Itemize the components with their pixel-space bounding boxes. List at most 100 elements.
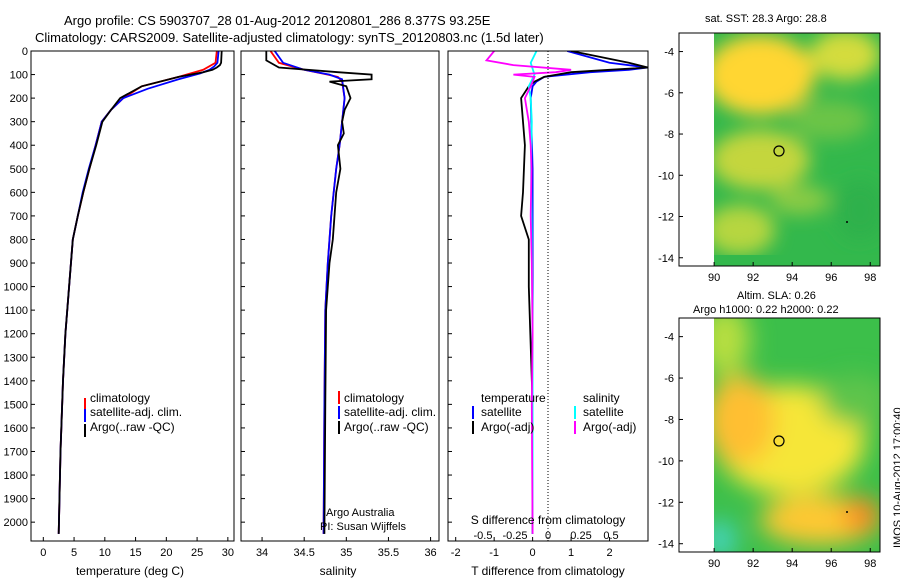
ytick-label-9: 900 [10, 258, 28, 270]
map-ytick-label-3-0: -4 [664, 47, 674, 59]
map-ytick-label-4-0: -4 [664, 332, 674, 344]
sst-map-frame [678, 32, 881, 267]
map-xtick-label-3-3: 96 [825, 272, 837, 284]
map-ytick-label-3-5: -14 [658, 253, 674, 265]
sla-panel-title-1: Altim. SLA: 0.26 [737, 290, 816, 302]
s-diff-label: S difference from climatology [471, 513, 626, 527]
series-line-0-2 [57, 51, 223, 534]
xtick-label-1-4: 36 [424, 547, 436, 559]
temperature-axes [30, 50, 235, 542]
map-ytick-label-3-3: -10 [658, 170, 674, 182]
sla-panel-title-2: Argo h1000: 0.22 h2000: 0.22 [693, 304, 839, 316]
temperature-xticks: 0 5 10 15 20 25 30 [40, 537, 234, 559]
xtick-label-0-2: 10 [99, 547, 111, 559]
sst-map-yticks: -4 -6 -8 -10 -12 -14 [658, 47, 683, 265]
credit-line2: PI: Susan Wijffels [320, 521, 406, 533]
xtick-label-2-3: 1 [568, 547, 574, 559]
temperature-yticks: 0 100 200 300 400 500 600 700 800 900 1000 1100 1200… [4, 46, 452, 529]
xtick-label-1-2: 35 [340, 547, 352, 559]
s-tick-label-3: 0.25 [570, 530, 591, 542]
t-diff-label: T difference from climatology [471, 564, 625, 578]
series-line-2-1 [520, 51, 648, 534]
ytick-label-10: 1000 [4, 282, 28, 294]
ytick-label-8: 800 [10, 234, 28, 246]
map-ytick-label-3-4: -12 [658, 212, 674, 224]
xtick-label-1-3: 35.5 [378, 547, 399, 559]
series-line-2-3 [484, 51, 572, 534]
legend-temperature-heading: temperature [481, 391, 546, 405]
map-ytick-label-4-2: -8 [664, 414, 674, 426]
sal-legend-argo-raw: Argo(..raw -QC) [344, 420, 429, 434]
map-xtick-label-3-4: 98 [864, 272, 876, 284]
ytick-label-15: 1500 [4, 399, 28, 411]
ytick-label-11: 1100 [4, 305, 28, 317]
salinity-panel: 34 34.5 35 35.5 36 salinity climatology sate… [240, 50, 440, 578]
map-ytick-label-4-4: -12 [658, 497, 674, 509]
difference-xticks: -2 -1 0 1 2 [451, 537, 613, 559]
sla-map-yticks: -4 -6 -8 -10 -12 -14 [658, 332, 683, 551]
temperature-xlabel: temperature (deg C) [76, 564, 184, 578]
sla-argo-marker [773, 435, 785, 447]
map-ytick-label-3-2: -8 [664, 129, 674, 141]
legend-climatology: climatology [90, 391, 150, 405]
figure-title-line2: Climatology: CARS2009. Satellite-adjuste… [35, 30, 544, 45]
s-diff-ticklabels: -0.5 -0.25 0 0.25 0.5 [474, 530, 619, 542]
xtick-label-2-1: -1 [489, 547, 499, 559]
xtick-label-0-3: 15 [129, 547, 141, 559]
ytick-label-5: 500 [10, 164, 28, 176]
map-xtick-label-4-2: 94 [786, 558, 798, 570]
map-xtick-label-4-4: 98 [864, 558, 876, 570]
xtick-label-1-1: 34.5 [293, 547, 314, 559]
map-ytick-label-4-1: -6 [664, 373, 674, 385]
xtick-label-2-2: 0 [530, 547, 536, 559]
salinity-xticks: 34 34.5 35 35.5 36 [256, 537, 437, 559]
difference-lines [484, 51, 648, 534]
series-line-0-0 [57, 51, 218, 534]
map-ytick-label-4-3: -10 [658, 456, 674, 468]
sla-map-frame [678, 317, 881, 553]
temperature-legend: climatology satellite-adj. clim. Argo(..… [84, 391, 182, 437]
xtick-label-0-5: 25 [191, 547, 203, 559]
ytick-label-18: 1800 [4, 470, 28, 482]
xtick-label-0-0: 0 [40, 547, 46, 559]
difference-legend: temperature satellite Argo(-adj) salinit… [472, 391, 636, 434]
legend-s-argo: Argo(-adj) [583, 420, 636, 434]
salinity-lines [265, 51, 373, 534]
series-line-1-1 [273, 51, 346, 534]
legend-t-satellite: satellite [481, 405, 522, 419]
ytick-label-3: 300 [10, 117, 28, 129]
legend-t-argo: Argo(-adj) [481, 420, 534, 434]
map-xtick-label-3-2: 94 [786, 272, 798, 284]
ytick-label-16: 1600 [4, 423, 28, 435]
ytick-label-14: 1400 [4, 376, 28, 388]
map-xtick-label-3-1: 92 [747, 272, 759, 284]
ytick-label-6: 600 [10, 187, 28, 199]
xtick-label-0-1: 5 [71, 547, 77, 559]
legend-salinity-heading: salinity [583, 391, 620, 405]
s-tick-label-4: 0.5 [603, 530, 618, 542]
sst-argo-marker [773, 145, 785, 157]
figure-title-line1: Argo profile: CS 5903707_28 01-Aug-2012 … [64, 13, 491, 28]
ytick-label-1: 100 [10, 70, 28, 82]
xtick-label-0-6: 30 [222, 547, 234, 559]
ytick-label-0: 0 [22, 46, 28, 58]
sal-legend-satellite-adj: satellite-adj. clim. [344, 405, 436, 419]
series-line-0-1 [57, 51, 220, 534]
map-xtick-label-4-0: 90 [708, 558, 720, 570]
legend-argo-raw: Argo(..raw -QC) [90, 420, 175, 434]
sst-map-xticks: 90 92 94 96 98 [708, 262, 876, 284]
ytick-label-7: 700 [10, 211, 28, 223]
xtick-label-1-0: 34 [256, 547, 268, 559]
s-tick-label-1: -0.25 [502, 530, 527, 542]
difference-panel: -2 -1 0 1 2 S difference from climatology -0… [447, 50, 649, 578]
series-line-1-2 [265, 51, 373, 534]
ytick-label-13: 1300 [4, 352, 28, 364]
ytick-label-19: 1900 [4, 494, 28, 506]
sst-panel-title: sat. SST: 28.3 Argo: 28.8 [705, 13, 827, 25]
xtick-label-2-0: -2 [451, 547, 461, 559]
ytick-label-4: 400 [10, 140, 28, 152]
series-line-1-0 [269, 51, 346, 534]
sla-map-panel: 90 92 94 96 98 -4 -6 -8 -10 -12 -14 [658, 317, 881, 570]
ytick-label-2: 200 [10, 93, 28, 105]
